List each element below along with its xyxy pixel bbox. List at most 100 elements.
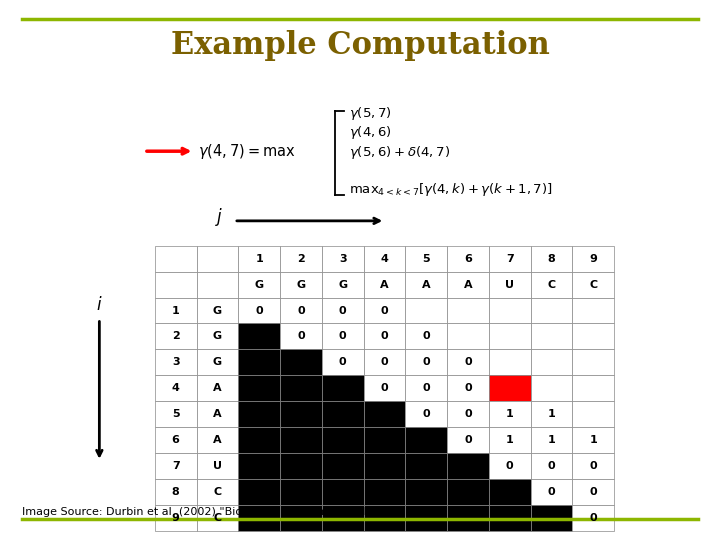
Bar: [447, 401, 489, 427]
Bar: [280, 349, 322, 375]
Text: 0: 0: [506, 461, 513, 471]
Text: 3: 3: [172, 357, 179, 367]
Text: $\gamma(5,7)$: $\gamma(5,7)$: [349, 105, 392, 122]
Bar: [155, 505, 197, 531]
Bar: [405, 246, 447, 272]
Text: A: A: [213, 435, 222, 445]
Bar: [155, 401, 197, 427]
Text: 9: 9: [590, 254, 597, 264]
Bar: [489, 453, 531, 479]
Bar: [405, 349, 447, 375]
Bar: [531, 505, 572, 531]
Bar: [572, 505, 614, 531]
Bar: [364, 505, 405, 531]
Text: 8: 8: [548, 254, 555, 264]
Bar: [364, 323, 405, 349]
Bar: [197, 323, 238, 349]
Bar: [280, 505, 322, 531]
Text: G: G: [213, 332, 222, 341]
Bar: [197, 453, 238, 479]
Bar: [405, 505, 447, 531]
Bar: [447, 298, 489, 323]
Bar: [405, 453, 447, 479]
Bar: [280, 323, 322, 349]
Bar: [238, 375, 280, 401]
Bar: [447, 246, 489, 272]
Bar: [238, 298, 280, 323]
Bar: [572, 401, 614, 427]
Bar: [322, 505, 364, 531]
Bar: [322, 323, 364, 349]
Bar: [572, 323, 614, 349]
Text: Example Computation: Example Computation: [171, 30, 549, 62]
Bar: [197, 246, 238, 272]
Bar: [197, 298, 238, 323]
Bar: [238, 246, 280, 272]
Text: 0: 0: [464, 435, 472, 445]
Text: U: U: [505, 280, 514, 289]
Bar: [280, 479, 322, 505]
Bar: [322, 427, 364, 453]
Text: 1: 1: [548, 435, 555, 445]
Bar: [238, 272, 280, 298]
Bar: [364, 375, 405, 401]
Text: 0: 0: [381, 357, 388, 367]
Text: 0: 0: [590, 461, 597, 471]
Bar: [322, 349, 364, 375]
Bar: [531, 427, 572, 453]
Bar: [447, 375, 489, 401]
Bar: [489, 505, 531, 531]
Bar: [197, 272, 238, 298]
Text: A: A: [213, 383, 222, 393]
Text: 1: 1: [506, 409, 513, 419]
Bar: [489, 479, 531, 505]
Bar: [155, 427, 197, 453]
Bar: [531, 375, 572, 401]
Bar: [572, 427, 614, 453]
Bar: [405, 479, 447, 505]
Text: 0: 0: [464, 357, 472, 367]
Bar: [572, 375, 614, 401]
Bar: [155, 479, 197, 505]
Bar: [322, 401, 364, 427]
Bar: [572, 272, 614, 298]
Text: 0: 0: [297, 306, 305, 315]
Bar: [238, 323, 280, 349]
Bar: [280, 453, 322, 479]
Bar: [155, 272, 197, 298]
Text: 0: 0: [339, 357, 346, 367]
Text: 1: 1: [506, 435, 513, 445]
Bar: [531, 453, 572, 479]
Bar: [489, 298, 531, 323]
Text: 1: 1: [256, 254, 263, 264]
Bar: [322, 298, 364, 323]
Bar: [197, 427, 238, 453]
Bar: [322, 375, 364, 401]
Bar: [364, 479, 405, 505]
Text: A: A: [380, 280, 389, 289]
Text: 0: 0: [423, 383, 430, 393]
Bar: [364, 349, 405, 375]
Text: 4: 4: [172, 383, 179, 393]
Bar: [322, 479, 364, 505]
Bar: [364, 272, 405, 298]
Text: G: G: [338, 280, 347, 289]
Bar: [489, 349, 531, 375]
Text: G: G: [213, 357, 222, 367]
Bar: [364, 427, 405, 453]
Text: 1: 1: [172, 306, 179, 315]
Bar: [447, 505, 489, 531]
Text: A: A: [213, 409, 222, 419]
Text: Image Source: Durbin et al. (2002) "Biological Sequence Analysis": Image Source: Durbin et al. (2002) "Biol…: [22, 507, 392, 517]
Bar: [447, 427, 489, 453]
Text: 0: 0: [381, 332, 388, 341]
Text: 2: 2: [297, 254, 305, 264]
Text: A: A: [464, 280, 472, 289]
Text: 0: 0: [423, 332, 430, 341]
Bar: [447, 453, 489, 479]
Text: 0: 0: [548, 461, 555, 471]
Bar: [405, 272, 447, 298]
Bar: [197, 505, 238, 531]
Text: C: C: [213, 487, 222, 497]
Bar: [405, 298, 447, 323]
